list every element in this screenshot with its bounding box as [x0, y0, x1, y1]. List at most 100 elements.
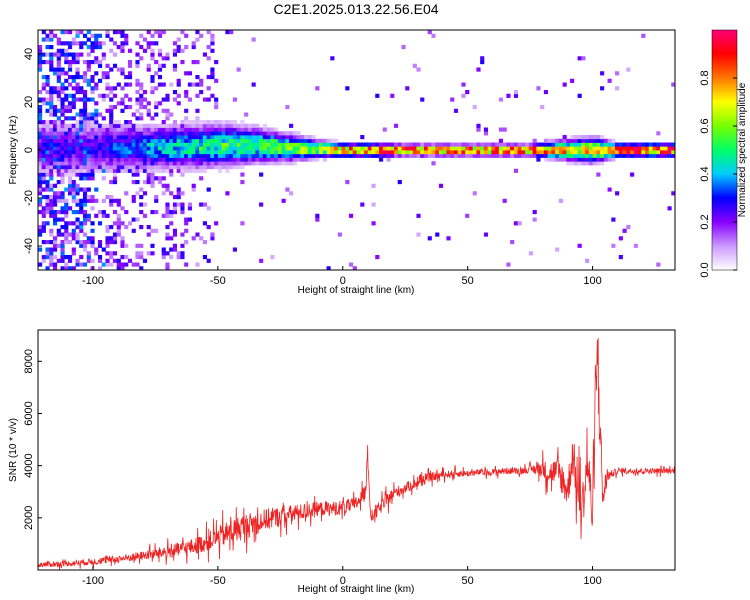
- spectrogram-cell: [607, 78, 612, 83]
- spectrogram-cell: [56, 228, 61, 233]
- spectrogram-cell: [277, 138, 282, 143]
- spectrogram-cell: [105, 165, 110, 170]
- spectrogram-cell: [109, 97, 114, 102]
- spectrogram-cell: [483, 153, 489, 158]
- spectrogram-cell: [311, 153, 316, 158]
- spectrogram-cell: [161, 191, 166, 196]
- spectrogram-cell: [60, 90, 65, 95]
- spectrogram-cell: [349, 262, 354, 267]
- spectrogram-cell: [457, 142, 462, 147]
- spectrogram-cell: [56, 191, 61, 196]
- spectrogram-cell: [622, 150, 627, 155]
- spectrogram-cell: [82, 71, 88, 76]
- spectrogram-cell: [319, 150, 324, 155]
- spectrogram-cell: [311, 142, 316, 147]
- spectrogram-cell: [105, 123, 110, 128]
- spectrogram-cell: [229, 161, 234, 166]
- spectrogram-cell: [67, 157, 73, 162]
- spectrogram-cell: [326, 142, 331, 147]
- spectrogram-cell: [270, 161, 275, 166]
- spectrogram-cell: [56, 146, 61, 151]
- spectrogram-cell: [214, 161, 219, 166]
- spectrogram-cell: [60, 120, 65, 125]
- spectrogram-cell: [79, 146, 84, 151]
- spectrogram-cell: [154, 101, 159, 106]
- spectrogram-cell: [38, 202, 43, 207]
- spectrogram-cell: [337, 142, 342, 147]
- spectrogram-cell: [112, 153, 118, 158]
- spectrogram-cell: [52, 240, 58, 245]
- spectrogram-cell: [588, 138, 593, 143]
- spectrogram-cell: [221, 157, 226, 162]
- spectrogram-cell: [124, 262, 129, 267]
- spectrogram-cell: [232, 153, 237, 158]
- spectrogram-cell: [101, 93, 106, 98]
- spectrogram-cell: [67, 30, 73, 35]
- spectrogram-cell: [217, 168, 223, 173]
- spectrogram-cell: [165, 187, 170, 192]
- spectrogram-cell: [633, 153, 638, 158]
- spectrogram-cell: [206, 86, 211, 91]
- spectrogram-cell: [105, 225, 110, 230]
- spectrogram-cell: [472, 105, 477, 110]
- spectrogram-cell: [630, 153, 635, 158]
- spectrogram-cell: [157, 30, 163, 35]
- spectrogram-cell: [82, 150, 88, 155]
- spectrogram-cell: [360, 202, 365, 207]
- spectrogram-cell: [206, 120, 211, 125]
- spectrogram-cell: [150, 210, 155, 215]
- spectrogram-cell: [94, 86, 99, 91]
- spectrogram-cell: [180, 150, 185, 155]
- spectrogram-cell: [259, 135, 264, 140]
- spectrogram-cell: [105, 262, 110, 267]
- spectrogram-cell: [146, 180, 151, 185]
- spectrogram-cell: [229, 153, 234, 158]
- spectrogram-cell: [116, 258, 121, 263]
- spectrogram-cell: [375, 255, 380, 260]
- spectrogram-cell: [112, 131, 118, 136]
- spectrogram-cell: [435, 150, 440, 155]
- spectrogram-cell: [251, 157, 256, 162]
- spectrogram-cell: [195, 165, 200, 170]
- spectrogram-cell: [326, 138, 331, 143]
- spectrogram-cell: [60, 232, 65, 237]
- spectrogram-cell: [56, 97, 61, 102]
- spectrogram-cell: [127, 105, 133, 110]
- spectrogram-cell: [172, 48, 178, 53]
- spectrogram-cell: [86, 153, 91, 158]
- spectrogram-cell: [615, 71, 620, 76]
- spectrogram-cell: [142, 135, 148, 140]
- spectrogram-cell: [180, 142, 185, 147]
- spectrogram-cell: [274, 127, 279, 132]
- spectrogram-cell: [38, 165, 43, 170]
- spectrogram-cell: [435, 232, 440, 237]
- spectrogram-cell: [124, 146, 129, 151]
- spectrogram-cell: [64, 71, 69, 76]
- spectrogram-cell: [457, 153, 462, 158]
- spectrogram-cell: [109, 123, 114, 128]
- spectrogram-cell: [116, 45, 121, 50]
- spectrogram-cell: [611, 153, 616, 158]
- spectrogram-cell: [304, 146, 309, 151]
- spectrogram-cell: [127, 60, 133, 65]
- spectrogram-cell: [116, 232, 121, 237]
- spectrogram-cell: [56, 165, 61, 170]
- spectrogram-cell: [405, 142, 410, 147]
- spectrogram-cell: [607, 153, 612, 158]
- spectrogram-cell: [142, 138, 148, 143]
- spectrogram-cell: [67, 146, 73, 151]
- spectrogram-cell: [67, 191, 73, 196]
- spectrogram-cell: [172, 232, 178, 237]
- spectrogram-cell: [139, 97, 144, 102]
- spectrogram-cell: [127, 157, 133, 162]
- spectrogram-cell: [60, 251, 65, 256]
- spectrogram-cell: [536, 150, 541, 155]
- spectrogram-cell: [135, 165, 140, 170]
- spectrogram-cell: [217, 153, 223, 158]
- spectrogram-cell: [112, 157, 118, 162]
- spectrogram-cell: [206, 187, 211, 192]
- spectrogram-cell: [120, 67, 125, 72]
- spectrogram-cell: [45, 78, 50, 83]
- spectrogram-cell: [311, 150, 316, 155]
- spectrogram-cell: [262, 135, 267, 140]
